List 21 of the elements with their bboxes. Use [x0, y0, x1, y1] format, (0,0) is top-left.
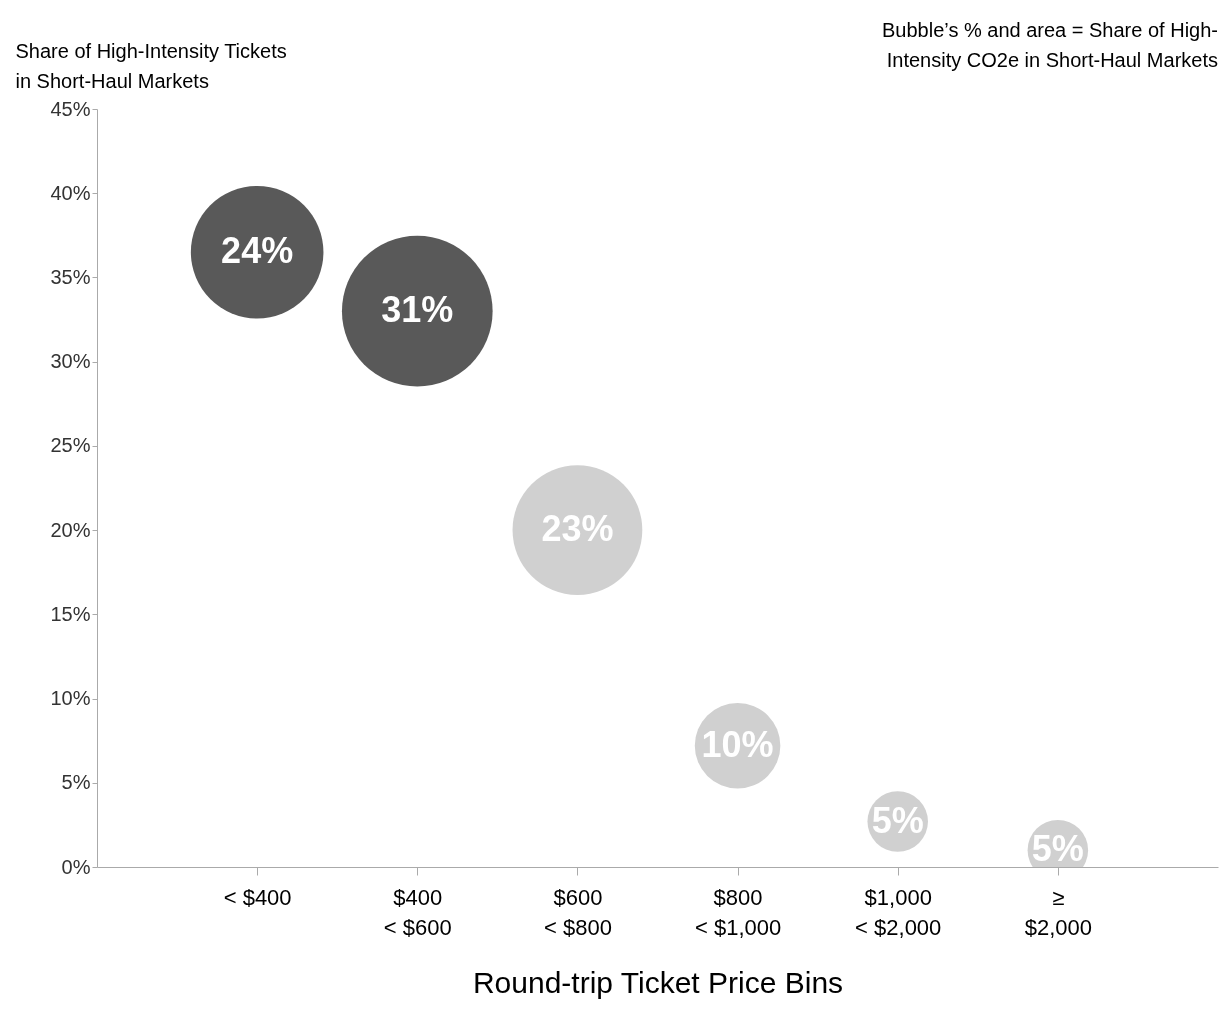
x-tick-label: $400 < $600: [383, 884, 452, 940]
y-tick-label: 40%: [50, 181, 91, 204]
y-tick-label: 25%: [50, 434, 91, 457]
y-tick-label: 0%: [61, 855, 91, 878]
y-axis-title: Share of High-Intensity Tickets in Short-Haul Markets: [15, 39, 287, 92]
y-tick-label: 30%: [50, 350, 91, 373]
x-tick-label: < $400: [223, 884, 292, 910]
y-tick-label: 35%: [50, 265, 91, 288]
x-axis-title: Round-trip Ticket Price Bins: [472, 965, 844, 999]
y-tick-label: 15%: [50, 602, 91, 625]
y-tick-label: 20%: [50, 518, 91, 541]
data-label: 31%: [381, 289, 454, 331]
text: Bubble’s % and area = Share of High- Intensity CO2e in Short-Haul Markets: [882, 19, 1218, 71]
y-tick-label: 10%: [50, 687, 91, 710]
data-label: 24%: [221, 230, 294, 272]
x-tick-label: ≥ $2,000: [1024, 884, 1093, 940]
y-tick-label: 5%: [61, 771, 91, 794]
x-tick-label: $800 < $1,000: [694, 884, 782, 940]
y-tick-label: 45%: [50, 97, 91, 120]
x-tick-label: $600 < $800: [543, 884, 612, 940]
x-tick-label: $1,000 < $2,000: [855, 884, 942, 940]
